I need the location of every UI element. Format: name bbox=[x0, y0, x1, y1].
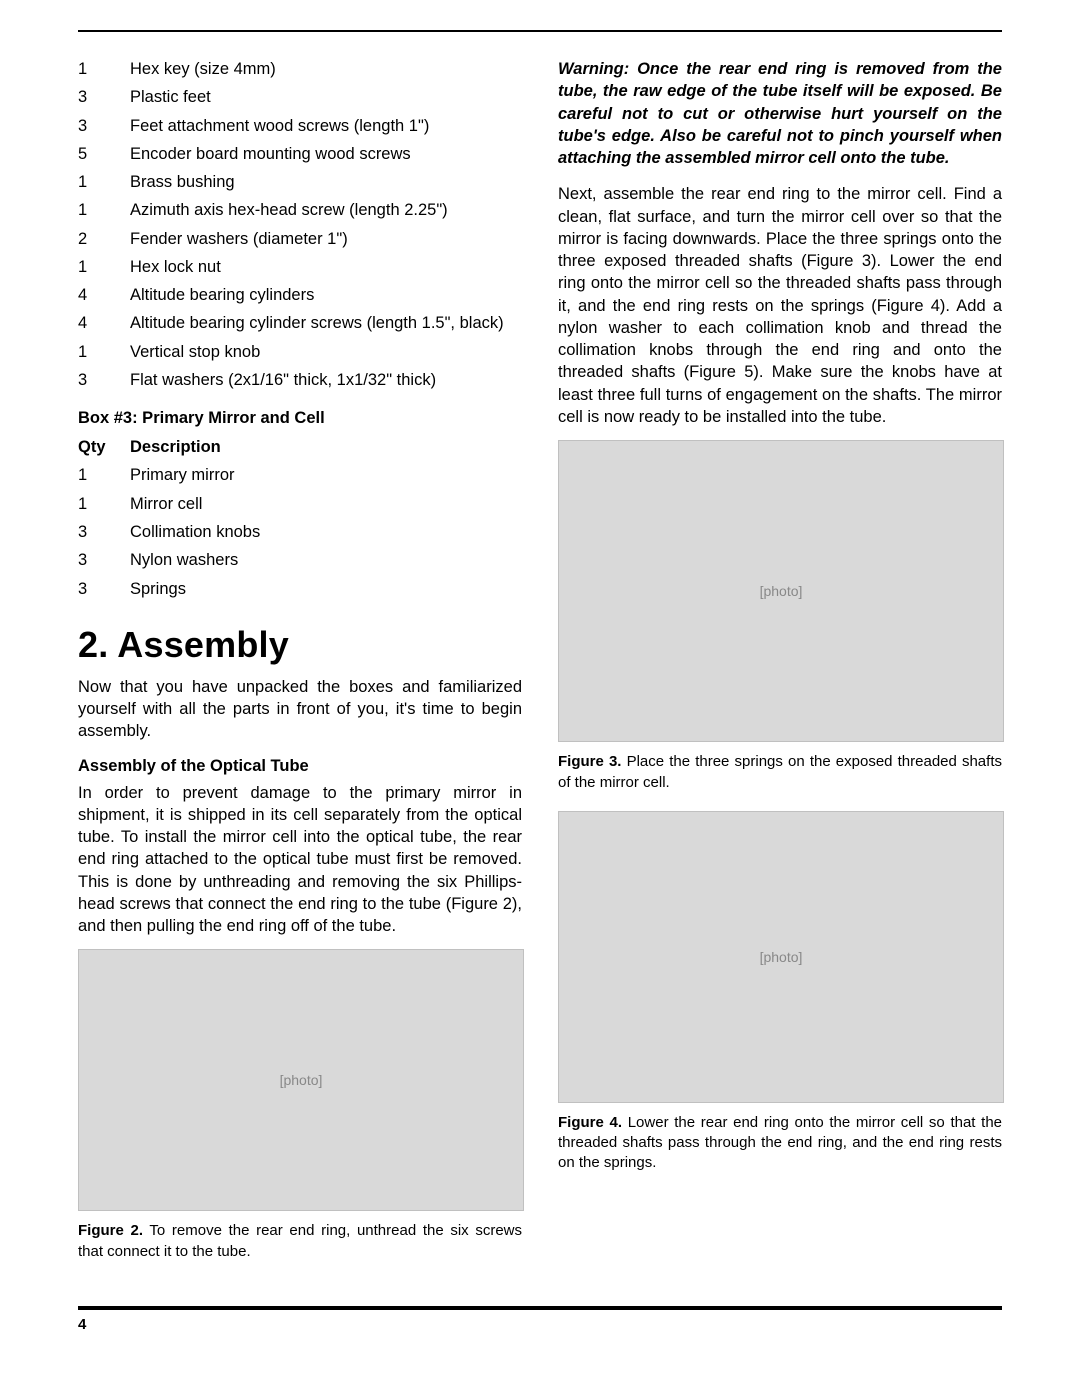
parts-desc: Flat washers (2x1/16" thick, 1x1/32" thi… bbox=[130, 369, 522, 391]
qty-header: Qty bbox=[78, 436, 130, 458]
parts-desc: Encoder board mounting wood screws bbox=[130, 143, 522, 165]
parts-row: 1Hex key (size 4mm) bbox=[78, 58, 522, 80]
parts-desc: Feet attachment wood screws (length 1") bbox=[130, 115, 522, 137]
figure-2-label: Figure 2. bbox=[78, 1222, 143, 1239]
parts-list-box3: 1Primary mirror1Mirror cell3Collimation … bbox=[78, 464, 522, 599]
parts-desc: Plastic feet bbox=[130, 86, 522, 108]
parts-desc: Hex key (size 4mm) bbox=[130, 58, 522, 80]
parts-qty: 3 bbox=[78, 521, 130, 543]
parts-row: 1Vertical stop knob bbox=[78, 341, 522, 363]
box3-table-header: Qty Description bbox=[78, 436, 522, 458]
parts-qty: 2 bbox=[78, 228, 130, 250]
parts-row: 4Altitude bearing cylinder screws (lengt… bbox=[78, 312, 522, 334]
parts-desc: Altitude bearing cylinders bbox=[130, 284, 522, 306]
figure-3-caption: Figure 3. Place the three springs on the… bbox=[558, 752, 1002, 793]
parts-qty: 1 bbox=[78, 58, 130, 80]
parts-qty: 3 bbox=[78, 578, 130, 600]
paragraph-rear-ring: Next, assemble the rear end ring to the … bbox=[558, 183, 1002, 428]
parts-qty: 1 bbox=[78, 341, 130, 363]
parts-desc: Azimuth axis hex-head screw (length 2.25… bbox=[130, 199, 522, 221]
figure-3-text: Place the three springs on the exposed t… bbox=[558, 753, 1002, 790]
figure-4-image: [photo] bbox=[558, 811, 1004, 1103]
parts-row: 1Hex lock nut bbox=[78, 256, 522, 278]
parts-qty: 1 bbox=[78, 171, 130, 193]
parts-row: 3Nylon washers bbox=[78, 549, 522, 571]
parts-row: 1Azimuth axis hex-head screw (length 2.2… bbox=[78, 199, 522, 221]
parts-row: 3Collimation knobs bbox=[78, 521, 522, 543]
parts-qty: 3 bbox=[78, 549, 130, 571]
parts-qty: 1 bbox=[78, 493, 130, 515]
parts-row: 3Plastic feet bbox=[78, 86, 522, 108]
parts-row: 4Altitude bearing cylinders bbox=[78, 284, 522, 306]
left-column: 1Hex key (size 4mm)3Plastic feet3Feet at… bbox=[78, 58, 522, 1280]
parts-row: 1Brass bushing bbox=[78, 171, 522, 193]
parts-desc: Primary mirror bbox=[130, 464, 522, 486]
figure-2-caption: Figure 2. To remove the rear end ring, u… bbox=[78, 1221, 522, 1262]
parts-desc: Collimation knobs bbox=[130, 521, 522, 543]
top-rule bbox=[78, 30, 1002, 32]
parts-qty: 3 bbox=[78, 115, 130, 137]
parts-list-1: 1Hex key (size 4mm)3Plastic feet3Feet at… bbox=[78, 58, 522, 391]
parts-desc: Altitude bearing cylinder screws (length… bbox=[130, 312, 522, 334]
figure-2-image: [photo] bbox=[78, 949, 524, 1211]
figure-4-label: Figure 4. bbox=[558, 1114, 622, 1131]
desc-header: Description bbox=[130, 436, 522, 458]
parts-row: 1Mirror cell bbox=[78, 493, 522, 515]
box3-heading: Box #3: Primary Mirror and Cell bbox=[78, 409, 522, 428]
figure-4-text: Lower the rear end ring onto the mirror … bbox=[558, 1114, 1002, 1172]
figure-3-image: [photo] bbox=[558, 440, 1004, 742]
sub-heading-optical-tube: Assembly of the Optical Tube bbox=[78, 757, 522, 776]
parts-qty: 1 bbox=[78, 464, 130, 486]
bottom-rule bbox=[78, 1306, 1002, 1310]
section-title: 2. Assembly bbox=[78, 624, 522, 666]
parts-row: 3Feet attachment wood screws (length 1") bbox=[78, 115, 522, 137]
right-column: Warning: Once the rear end ring is remov… bbox=[558, 58, 1002, 1280]
parts-qty: 1 bbox=[78, 256, 130, 278]
parts-row: 1Primary mirror bbox=[78, 464, 522, 486]
figure-2-text: To remove the rear end ring, unthread th… bbox=[78, 1222, 522, 1259]
figure-3-label: Figure 3. bbox=[558, 753, 621, 770]
intro-paragraph: Now that you have unpacked the boxes and… bbox=[78, 676, 522, 743]
parts-row: 3Flat washers (2x1/16" thick, 1x1/32" th… bbox=[78, 369, 522, 391]
parts-row: 2Fender washers (diameter 1") bbox=[78, 228, 522, 250]
parts-desc: Brass bushing bbox=[130, 171, 522, 193]
parts-qty: 1 bbox=[78, 199, 130, 221]
parts-desc: Springs bbox=[130, 578, 522, 600]
parts-desc: Fender washers (diameter 1") bbox=[130, 228, 522, 250]
figure-4-caption: Figure 4. Lower the rear end ring onto t… bbox=[558, 1113, 1002, 1174]
parts-desc: Nylon washers bbox=[130, 549, 522, 571]
parts-qty: 5 bbox=[78, 143, 130, 165]
parts-qty: 4 bbox=[78, 312, 130, 334]
parts-qty: 3 bbox=[78, 86, 130, 108]
parts-row: 5Encoder board mounting wood screws bbox=[78, 143, 522, 165]
parts-desc: Vertical stop knob bbox=[130, 341, 522, 363]
parts-qty: 4 bbox=[78, 284, 130, 306]
parts-desc: Hex lock nut bbox=[130, 256, 522, 278]
parts-qty: 3 bbox=[78, 369, 130, 391]
warning-text: Warning: Once the rear end ring is remov… bbox=[558, 58, 1002, 169]
page-number: 4 bbox=[78, 1316, 1002, 1333]
parts-row: 3Springs bbox=[78, 578, 522, 600]
paragraph-optical-tube: In order to prevent damage to the primar… bbox=[78, 782, 522, 938]
parts-desc: Mirror cell bbox=[130, 493, 522, 515]
